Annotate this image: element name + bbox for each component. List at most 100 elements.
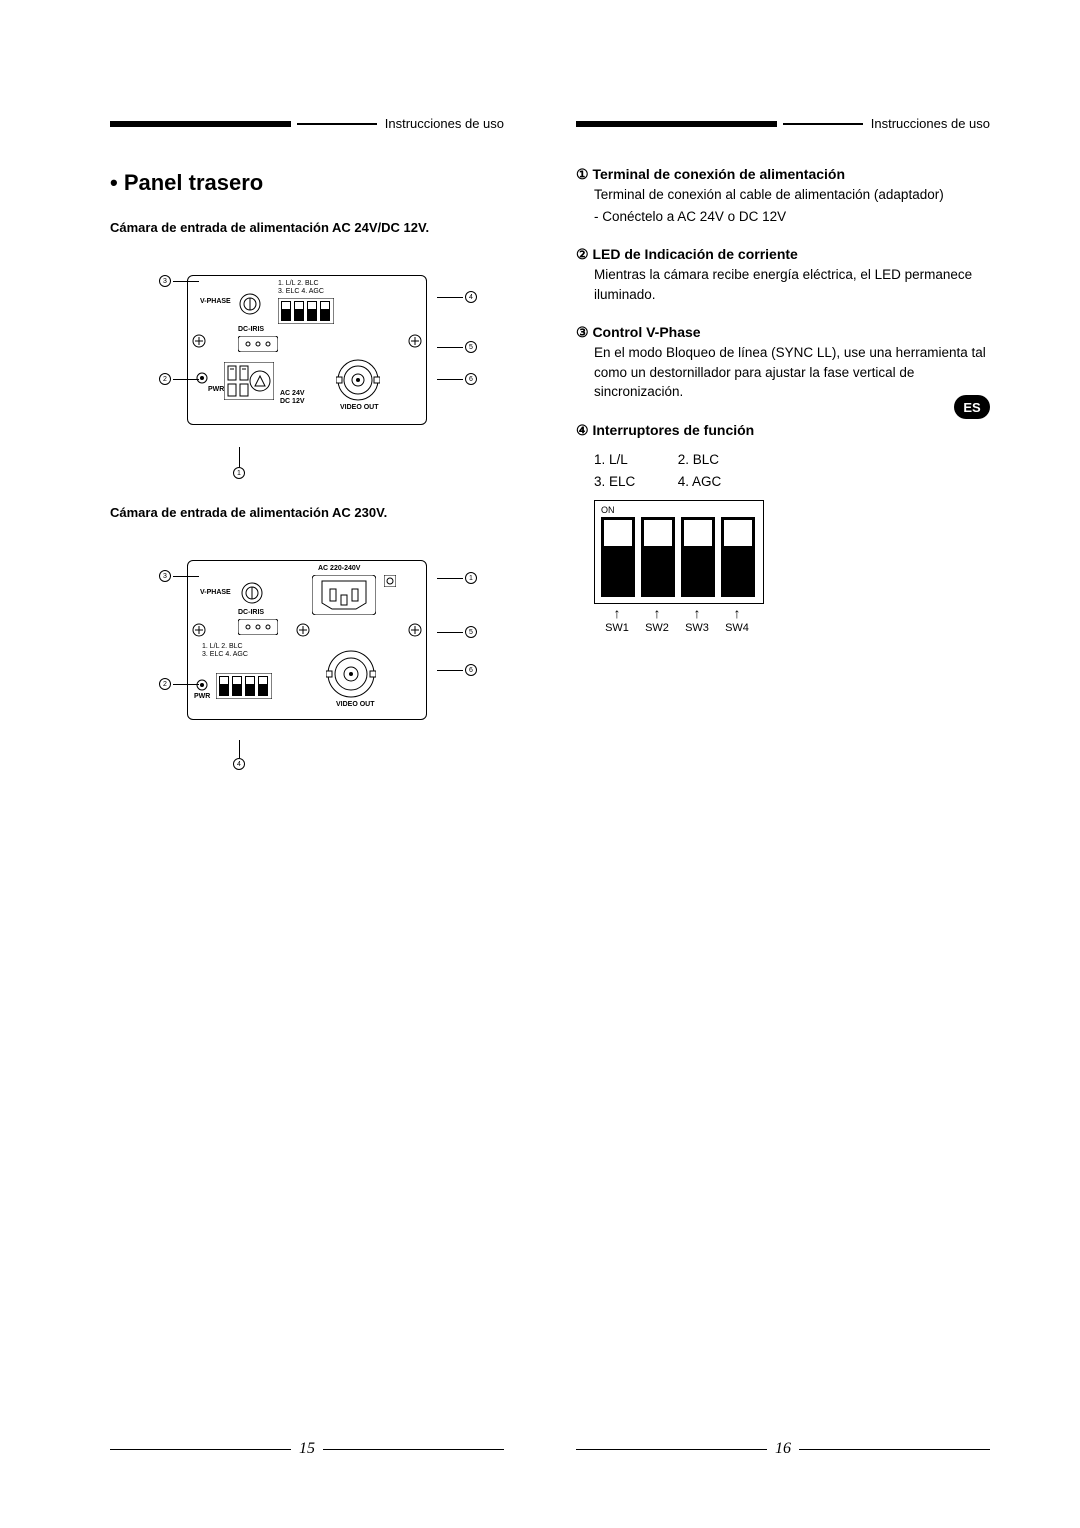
dip-legend: 1. L/L 2. BLC 3. ELC 4. AGC	[594, 449, 990, 492]
callout-3: 3	[159, 275, 199, 287]
footer-right: 16	[576, 1440, 990, 1458]
bnc-icon	[326, 649, 376, 699]
page-16: Instrucciones de uso ① Terminal de conex…	[540, 0, 1080, 1528]
callout-5b: 5	[437, 626, 477, 638]
item2-head: ② LED de Indicación de corriente	[576, 246, 990, 263]
item1-head: ① Terminal de conexión de alimentación	[576, 166, 990, 183]
label-pwr-2: PWR	[194, 693, 210, 700]
header-bar-thin	[783, 123, 863, 125]
label-videoout-2: VIDEO OUT	[336, 701, 375, 708]
item4-head: ④ Interruptores de función	[576, 422, 990, 439]
fuse-icon	[384, 575, 396, 587]
callout-1b: 1	[437, 572, 477, 584]
terminal-block-icon	[224, 362, 274, 400]
dip-legend-d: 4. AGC	[678, 471, 758, 493]
label-dciris-2: DC-IRIS	[238, 609, 264, 616]
item3-head: ③ Control V-Phase	[576, 324, 990, 341]
dip-switch-icon	[278, 298, 334, 324]
sw-legend-2: 3. ELC 4. AGC	[278, 288, 324, 296]
label-ac24: AC 24V	[280, 390, 305, 397]
bnc-icon	[336, 358, 380, 402]
dip-arrows: ↑ ↑ ↑ ↑	[594, 606, 764, 620]
panel-outline: V-PHASE 1. L/L 2. BLC 3. ELC 4. AGC	[187, 275, 427, 425]
header-bar-thick	[576, 121, 777, 127]
dip-label-sw2: SW2	[640, 622, 674, 634]
screw-icon	[192, 334, 206, 348]
footer-left: 15	[110, 1440, 504, 1458]
item1-line2: - Conéctelo a AC 24V o DC 12V	[594, 207, 990, 227]
callout-2b: 2	[159, 678, 199, 690]
item1-line1: Terminal de conexión al cable de aliment…	[594, 185, 990, 205]
dip-sw3	[681, 517, 715, 597]
sub-24v: Cámara de entrada de alimentación AC 24V…	[110, 220, 504, 235]
callout-1: 1	[233, 447, 245, 479]
callout-6: 6	[437, 373, 477, 385]
label-dc12: DC 12V	[280, 398, 305, 405]
item3-body: En el modo Bloqueo de línea (SYNC LL), u…	[594, 343, 990, 402]
label-videoout: VIDEO OUT	[340, 404, 379, 411]
up-arrow-icon: ↑	[600, 606, 634, 620]
screw-icon	[408, 334, 422, 348]
page-15: Instrucciones de uso • Panel trasero Cám…	[0, 0, 540, 1528]
screw-icon	[192, 623, 206, 637]
item2-body: Mientras la cámara recibe energía eléctr…	[594, 265, 990, 304]
iec-socket-icon	[312, 575, 376, 615]
dip-sw1	[601, 517, 635, 597]
callout-6b: 6	[437, 664, 477, 676]
header-bar-thick	[110, 121, 291, 127]
dip-on-label: ON	[601, 505, 757, 515]
up-arrow-icon: ↑	[720, 606, 754, 620]
sw-legend-1: 1. L/L 2. BLC	[278, 280, 319, 288]
diagram-24v: V-PHASE 1. L/L 2. BLC 3. ELC 4. AGC	[137, 255, 477, 465]
sub-230v: Cámara de entrada de alimentación AC 230…	[110, 505, 504, 520]
header-label-left: Instrucciones de uso	[385, 116, 504, 131]
footer-line	[323, 1449, 504, 1450]
footer-line	[110, 1449, 291, 1450]
panel-outline-230: AC 220-240V V-PHASE DC-IRIS	[187, 560, 427, 720]
dip-switch-icon	[216, 673, 272, 699]
dip-legend-a: 1. L/L	[594, 449, 674, 471]
dip-label-sw1: SW1	[600, 622, 634, 634]
sw-legend-1b: 1. L/L 2. BLC	[202, 643, 243, 651]
label-vphase: V-PHASE	[200, 298, 231, 305]
vphase-dial-icon	[240, 581, 264, 605]
footer-line	[576, 1449, 767, 1450]
dip-legend-c: 3. ELC	[594, 471, 674, 493]
dciris-connector-icon	[238, 336, 278, 352]
header-rule-right: Instrucciones de uso	[576, 116, 990, 131]
callout-4b: 4	[233, 740, 245, 770]
dip-row	[601, 517, 757, 597]
language-badge: ES	[954, 395, 990, 419]
dciris-connector-icon	[238, 619, 278, 635]
dip-sw2	[641, 517, 675, 597]
up-arrow-icon: ↑	[640, 606, 674, 620]
callout-2: 2	[159, 373, 199, 385]
callout-3b: 3	[159, 570, 199, 582]
label-vphase-2: V-PHASE	[200, 589, 231, 596]
dip-sw-labels: SW1 SW2 SW3 SW4	[594, 622, 764, 634]
page-number-16: 16	[775, 1440, 791, 1458]
header-label-right: Instrucciones de uso	[871, 116, 990, 131]
label-dciris: DC-IRIS	[238, 326, 264, 333]
screw-icon	[408, 623, 422, 637]
label-ac220: AC 220-240V	[318, 565, 360, 572]
callout-4: 4	[437, 291, 477, 303]
callout-5: 5	[437, 341, 477, 353]
up-arrow-icon: ↑	[680, 606, 714, 620]
header-bar-thin	[297, 123, 377, 125]
dip-label-sw3: SW3	[680, 622, 714, 634]
diagram-230v: AC 220-240V V-PHASE DC-IRIS	[137, 540, 477, 760]
dip-sw4	[721, 517, 755, 597]
sw-legend-2b: 3. ELC 4. AGC	[202, 651, 248, 659]
section-title: • Panel trasero	[110, 170, 504, 196]
page-number-15: 15	[299, 1440, 315, 1458]
header-rule-left: Instrucciones de uso	[110, 116, 504, 131]
footer-line	[799, 1449, 990, 1450]
dip-label-sw4: SW4	[720, 622, 754, 634]
dip-box: ON	[594, 500, 764, 604]
dip-legend-b: 2. BLC	[678, 449, 758, 471]
screw-icon	[296, 623, 310, 637]
dip-figure: 1. L/L 2. BLC 3. ELC 4. AGC ON ↑ ↑ ↑ ↑	[594, 449, 990, 634]
vphase-dial-icon	[238, 292, 262, 316]
label-pwr: PWR	[208, 386, 224, 393]
